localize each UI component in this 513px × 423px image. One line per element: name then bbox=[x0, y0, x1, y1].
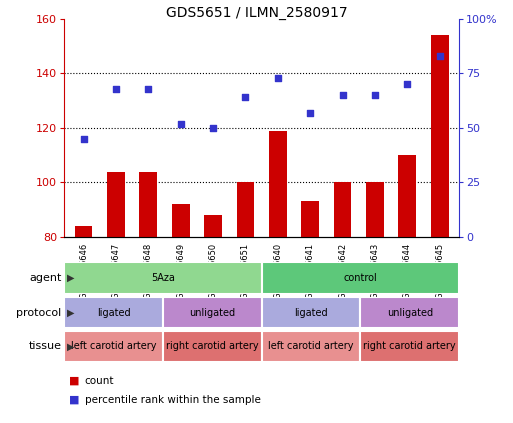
Text: unligated: unligated bbox=[387, 308, 433, 318]
Bar bbox=[262, 297, 360, 328]
Text: left carotid artery: left carotid artery bbox=[268, 341, 354, 352]
Point bbox=[371, 92, 379, 99]
Bar bbox=[333, 182, 351, 423]
Bar bbox=[236, 182, 254, 423]
Point bbox=[339, 92, 347, 99]
Point bbox=[144, 85, 152, 92]
Text: ▶: ▶ bbox=[67, 341, 74, 352]
Bar bbox=[140, 172, 157, 423]
Bar bbox=[204, 215, 222, 423]
Point bbox=[403, 81, 411, 88]
Text: right carotid artery: right carotid artery bbox=[166, 341, 259, 352]
Text: 5Aza: 5Aza bbox=[151, 273, 175, 283]
Bar bbox=[75, 226, 92, 423]
Point bbox=[80, 135, 88, 142]
Bar bbox=[431, 36, 448, 423]
Text: count: count bbox=[85, 376, 114, 386]
Text: tissue: tissue bbox=[29, 341, 62, 352]
Text: GDS5651 / ILMN_2580917: GDS5651 / ILMN_2580917 bbox=[166, 6, 347, 20]
Text: right carotid artery: right carotid artery bbox=[363, 341, 456, 352]
Bar bbox=[64, 297, 163, 328]
Point bbox=[209, 125, 217, 132]
Point bbox=[274, 74, 282, 81]
Bar bbox=[269, 131, 287, 423]
Text: left carotid artery: left carotid artery bbox=[71, 341, 156, 352]
Text: agent: agent bbox=[29, 273, 62, 283]
Bar bbox=[163, 331, 262, 362]
Bar bbox=[366, 182, 384, 423]
Text: ligated: ligated bbox=[294, 308, 328, 318]
Text: percentile rank within the sample: percentile rank within the sample bbox=[85, 395, 261, 405]
Bar bbox=[301, 201, 319, 423]
Bar bbox=[262, 331, 360, 362]
Text: ▶: ▶ bbox=[67, 308, 74, 318]
Bar bbox=[107, 172, 125, 423]
Point bbox=[176, 120, 185, 127]
Text: control: control bbox=[344, 273, 377, 283]
Point bbox=[306, 109, 314, 116]
Bar bbox=[399, 155, 416, 423]
Bar bbox=[360, 297, 459, 328]
Bar bbox=[360, 331, 459, 362]
Bar bbox=[163, 297, 262, 328]
Bar bbox=[64, 331, 163, 362]
Text: protocol: protocol bbox=[16, 308, 62, 318]
Text: ■: ■ bbox=[69, 376, 80, 386]
Text: ▶: ▶ bbox=[67, 273, 74, 283]
Text: unligated: unligated bbox=[189, 308, 235, 318]
Bar bbox=[64, 262, 262, 294]
Point bbox=[436, 53, 444, 60]
Text: ■: ■ bbox=[69, 395, 80, 405]
Point bbox=[112, 85, 120, 92]
Bar bbox=[172, 204, 190, 423]
Bar bbox=[262, 262, 459, 294]
Point bbox=[241, 94, 249, 101]
Text: ligated: ligated bbox=[96, 308, 130, 318]
